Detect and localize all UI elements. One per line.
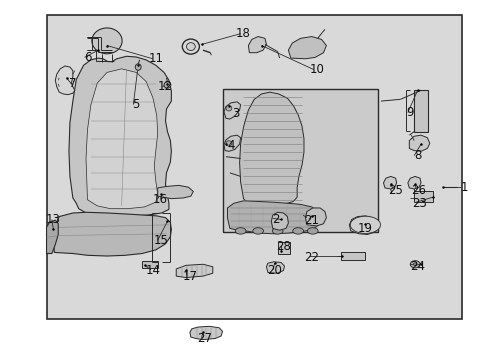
- Ellipse shape: [225, 141, 231, 146]
- Bar: [413, 90, 427, 132]
- Polygon shape: [189, 326, 222, 339]
- Text: 24: 24: [409, 260, 424, 273]
- Text: 7: 7: [69, 77, 77, 90]
- Text: 3: 3: [232, 107, 240, 120]
- Ellipse shape: [409, 261, 419, 268]
- Text: 27: 27: [197, 332, 212, 345]
- Text: 9: 9: [406, 106, 413, 119]
- Text: 25: 25: [387, 184, 402, 197]
- Text: 21: 21: [304, 214, 319, 227]
- Ellipse shape: [272, 228, 283, 234]
- Polygon shape: [407, 176, 420, 189]
- Text: 10: 10: [308, 63, 324, 76]
- Bar: [340, 252, 365, 260]
- Ellipse shape: [92, 28, 122, 54]
- Polygon shape: [224, 135, 240, 151]
- Polygon shape: [69, 56, 171, 216]
- Polygon shape: [288, 37, 326, 59]
- Text: 19: 19: [357, 222, 372, 235]
- Ellipse shape: [163, 82, 170, 88]
- Polygon shape: [158, 185, 193, 199]
- Polygon shape: [266, 262, 284, 273]
- Text: 16: 16: [153, 193, 168, 206]
- Polygon shape: [271, 212, 288, 230]
- Text: 20: 20: [267, 264, 282, 277]
- Ellipse shape: [225, 105, 231, 111]
- Text: 17: 17: [182, 270, 197, 283]
- Text: 1: 1: [460, 181, 468, 194]
- Bar: [413, 192, 432, 202]
- Text: 22: 22: [304, 251, 319, 264]
- Polygon shape: [408, 135, 429, 151]
- Polygon shape: [348, 216, 378, 234]
- Ellipse shape: [292, 228, 303, 234]
- Text: 28: 28: [276, 240, 290, 253]
- Text: 11: 11: [148, 52, 163, 65]
- Text: 26: 26: [411, 184, 426, 197]
- Polygon shape: [248, 37, 266, 53]
- Text: 2: 2: [272, 213, 279, 226]
- Text: 15: 15: [153, 234, 168, 247]
- Text: 4: 4: [227, 139, 235, 152]
- Bar: [142, 261, 158, 268]
- Ellipse shape: [235, 228, 245, 234]
- Polygon shape: [53, 212, 171, 256]
- Ellipse shape: [135, 64, 141, 70]
- Text: 14: 14: [145, 264, 160, 277]
- Bar: [46, 15, 462, 319]
- Polygon shape: [86, 69, 158, 209]
- Text: 12: 12: [158, 80, 173, 93]
- Polygon shape: [227, 201, 320, 234]
- Text: 18: 18: [236, 27, 250, 40]
- Polygon shape: [305, 208, 326, 226]
- Polygon shape: [224, 102, 240, 119]
- Polygon shape: [383, 176, 396, 189]
- Polygon shape: [239, 92, 304, 206]
- Ellipse shape: [252, 228, 263, 234]
- Text: 6: 6: [83, 51, 91, 64]
- Ellipse shape: [307, 228, 318, 234]
- Ellipse shape: [186, 42, 195, 50]
- Text: 23: 23: [411, 197, 426, 210]
- Bar: [222, 89, 377, 231]
- Polygon shape: [55, 66, 75, 95]
- Text: 13: 13: [46, 213, 61, 226]
- Polygon shape: [176, 264, 212, 278]
- Bar: [277, 242, 289, 253]
- Text: 5: 5: [132, 98, 140, 111]
- Polygon shape: [46, 220, 58, 253]
- Text: 8: 8: [413, 149, 421, 162]
- Ellipse shape: [349, 216, 380, 233]
- Ellipse shape: [412, 263, 416, 266]
